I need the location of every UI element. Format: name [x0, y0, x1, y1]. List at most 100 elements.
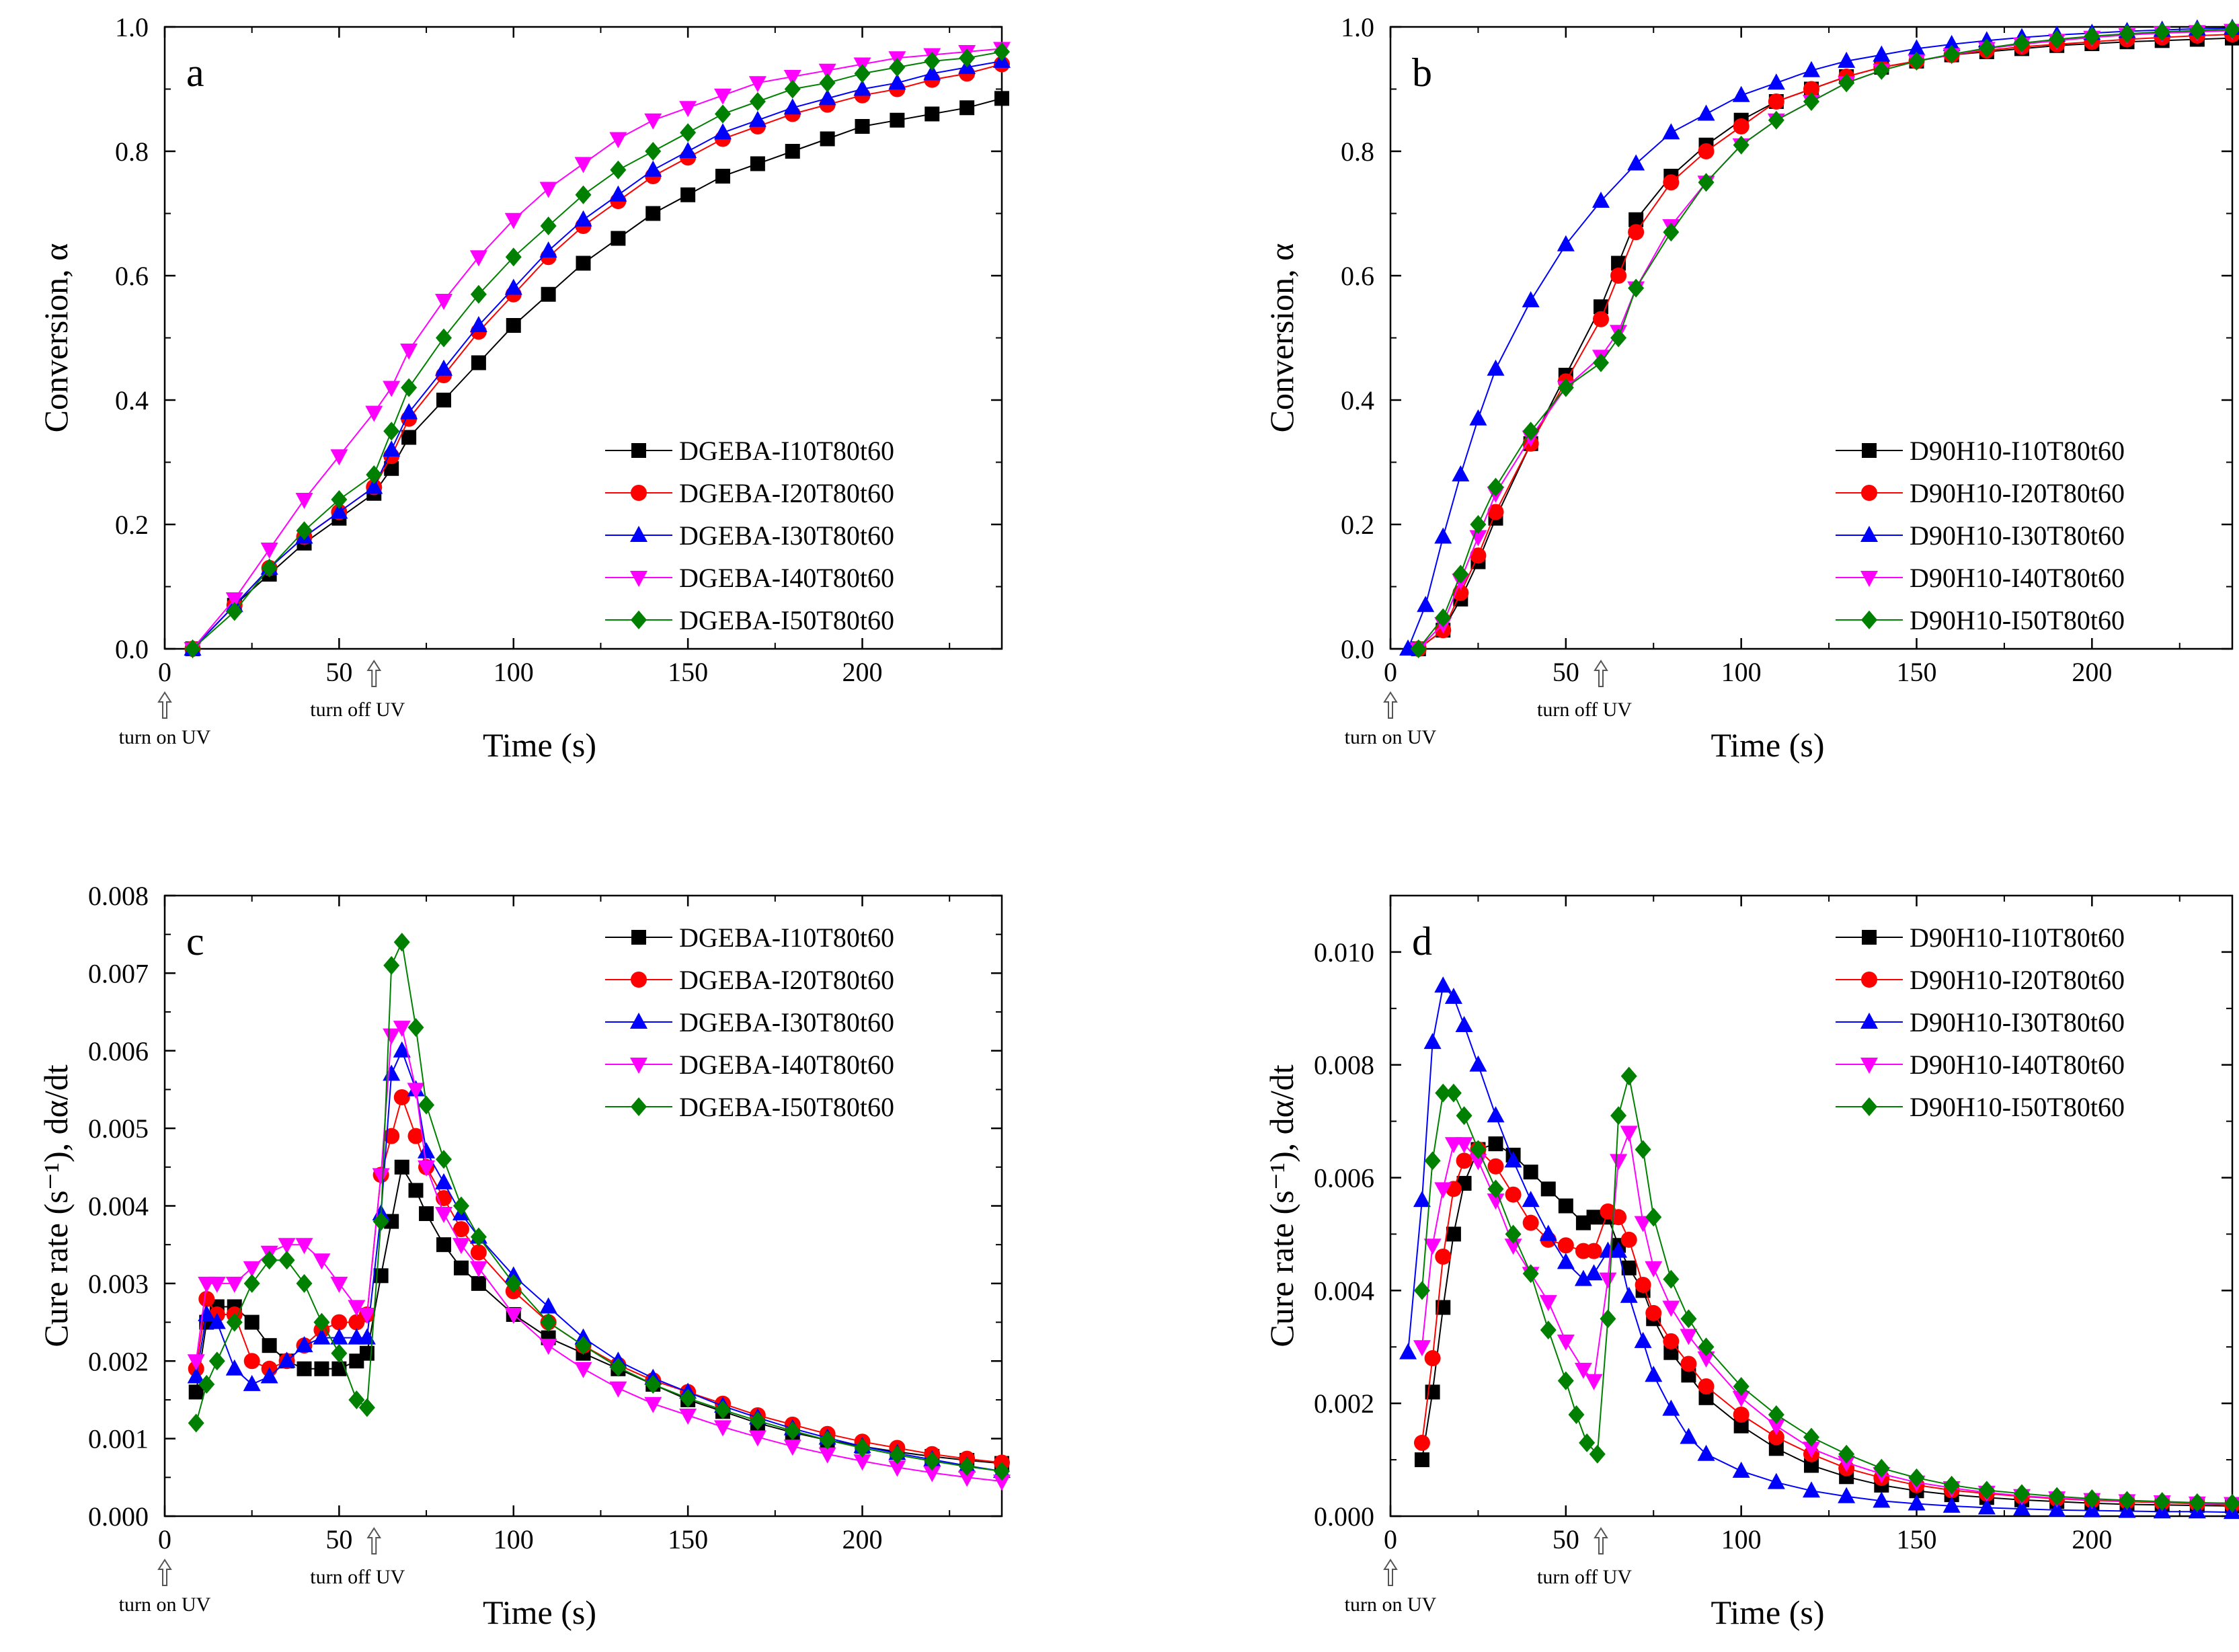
data-point	[1803, 61, 1820, 77]
data-point	[313, 1328, 331, 1345]
uv-on-annotation-label: turn on UV	[1345, 726, 1437, 748]
data-point	[1803, 81, 1819, 97]
data-point	[540, 217, 557, 235]
data-point	[1505, 1186, 1522, 1203]
data-point	[1540, 1321, 1557, 1340]
data-point	[393, 1089, 410, 1105]
legend-label: D90H10-I10T80t60	[1910, 922, 2125, 953]
y-tick-label: 0.001	[88, 1424, 149, 1454]
legend-label: D90H10-I20T80t60	[1910, 478, 2125, 508]
data-point	[401, 378, 418, 397]
data-point	[470, 1244, 487, 1261]
data-point	[1487, 1158, 1504, 1175]
y-tick-label: 0.010	[1314, 937, 1374, 968]
data-point	[819, 1430, 836, 1450]
series-line	[195, 1095, 1003, 1464]
data-point	[198, 1290, 215, 1307]
legend-marker	[631, 443, 646, 458]
legend-marker	[1861, 485, 1877, 501]
x-tick-label: 0	[158, 657, 171, 687]
x-tick-label: 150	[1897, 1524, 1937, 1555]
data-point	[225, 592, 243, 608]
y-tick-label: 0.002	[88, 1346, 149, 1376]
data-point	[576, 255, 591, 271]
legend-label: DGEBA-I40T80t60	[679, 563, 894, 593]
y-tick-label: 0.8	[1341, 136, 1374, 167]
data-point	[855, 119, 870, 134]
legend-label: D90H10-I10T80t60	[1910, 436, 2125, 466]
data-point	[2013, 1499, 2031, 1516]
chart-d: 0 50 100 150 200 0.000 0.002 0.004 0.006 0.008 0.0…	[1263, 894, 2239, 1631]
uv-on-annotation-label: turn on UV	[119, 1594, 211, 1616]
data-point	[1978, 38, 1995, 58]
panel-label: d	[1412, 919, 1432, 963]
data-point	[714, 123, 732, 140]
data-point	[1627, 154, 1645, 171]
data-point	[714, 88, 732, 105]
data-point	[365, 405, 383, 422]
y-tick-label: 0.6	[1341, 261, 1374, 291]
data-point	[1557, 1371, 1574, 1390]
data-point	[1523, 1165, 1538, 1180]
data-point	[243, 1273, 260, 1293]
data-point	[714, 1420, 732, 1437]
plot-frame	[1389, 894, 2234, 1518]
data-point	[1423, 1238, 1442, 1255]
uv-on-annotation-label: turn on UV	[1345, 1594, 1437, 1616]
uv-off-annotation-arrow-icon	[366, 1527, 382, 1555]
data-point	[1399, 639, 1417, 656]
data-point	[1452, 465, 1470, 481]
data-point	[313, 1312, 330, 1332]
data-point	[393, 933, 410, 952]
panel-label: c	[186, 919, 204, 963]
data-point	[295, 493, 313, 509]
data-point	[2084, 1489, 2100, 1508]
data-point	[1645, 1208, 1662, 1227]
data-point	[400, 344, 418, 360]
y-tick-label: 0.006	[1314, 1163, 1374, 1193]
data-point	[295, 1238, 313, 1255]
data-point	[1733, 135, 1750, 155]
data-point	[372, 1212, 389, 1231]
legend-marker	[630, 1058, 647, 1074]
data-point	[187, 1354, 205, 1371]
data-point	[436, 1150, 452, 1169]
data-point	[296, 1273, 313, 1293]
data-point	[1452, 565, 1469, 584]
x-tick-label: 200	[2072, 657, 2112, 687]
data-point	[748, 1430, 767, 1447]
data-point	[1589, 1444, 1606, 1464]
x-tick-label: 50	[1553, 1524, 1579, 1555]
data-point	[1767, 1472, 1785, 1489]
data-point	[924, 51, 941, 71]
y-tick-label: 0.0	[1341, 634, 1374, 664]
data-point	[358, 1308, 376, 1325]
legend-label: DGEBA-I40T80t60	[679, 1050, 894, 1080]
data-point	[401, 430, 417, 445]
data-point	[1620, 1231, 1637, 1248]
data-point	[1487, 477, 1504, 497]
legend-marker	[1861, 1097, 1877, 1116]
data-point	[436, 328, 452, 348]
legend-marker	[630, 1013, 647, 1029]
data-point	[400, 403, 418, 420]
series-1	[188, 1159, 1009, 1471]
data-point	[1698, 1390, 1714, 1405]
data-point	[924, 1452, 941, 1471]
data-point	[1435, 1249, 1452, 1265]
data-point	[1568, 1405, 1585, 1424]
data-point	[419, 1206, 434, 1222]
data-point	[469, 1261, 487, 1277]
data-point	[888, 73, 906, 90]
data-point	[1628, 224, 1645, 241]
data-point	[331, 1343, 348, 1363]
x-tick-label: 100	[1721, 657, 1762, 687]
data-point	[1873, 45, 1891, 62]
data-point	[2014, 34, 2030, 53]
data-point	[1434, 527, 1452, 544]
data-point	[1698, 143, 1715, 159]
data-point	[260, 543, 278, 559]
data-point	[383, 1028, 401, 1045]
data-point	[888, 1460, 906, 1477]
data-point	[243, 1261, 261, 1277]
